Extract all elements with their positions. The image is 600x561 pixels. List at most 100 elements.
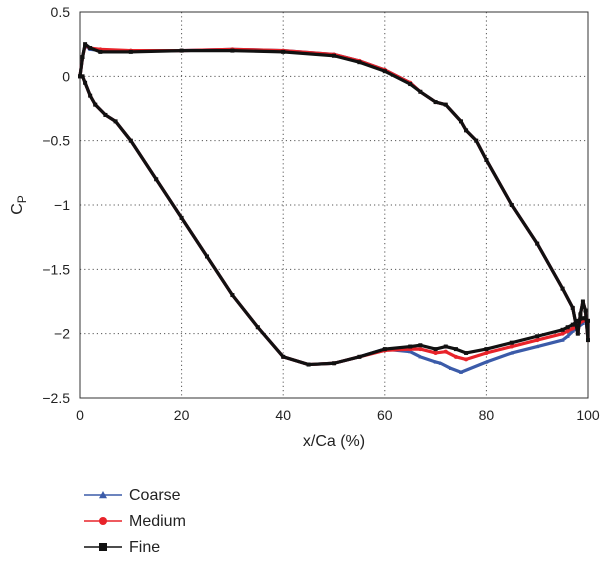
data-point bbox=[154, 177, 159, 182]
data-point bbox=[99, 543, 107, 551]
data-point bbox=[509, 350, 514, 355]
data-point bbox=[99, 517, 107, 525]
data-point bbox=[438, 361, 443, 365]
series-layer bbox=[78, 42, 590, 374]
data-point bbox=[580, 299, 585, 304]
data-point bbox=[459, 370, 463, 374]
legend-label: Coarse bbox=[129, 487, 181, 504]
data-point bbox=[408, 344, 413, 349]
data-point bbox=[570, 322, 575, 327]
data-point bbox=[560, 338, 565, 342]
data-point bbox=[535, 338, 540, 343]
data-point bbox=[464, 350, 469, 355]
series-line bbox=[78, 43, 590, 374]
data-point bbox=[443, 344, 448, 349]
y-axis-label-sub: P bbox=[15, 195, 29, 203]
data-point bbox=[570, 305, 575, 310]
data-point bbox=[98, 49, 103, 54]
legend-label: Medium bbox=[129, 513, 186, 530]
x-axis-label: x/Ca (%) bbox=[303, 433, 365, 450]
data-point bbox=[464, 357, 469, 362]
data-point bbox=[332, 361, 336, 366]
legend-label: Fine bbox=[129, 539, 160, 556]
series-fine bbox=[78, 42, 590, 367]
x-tick-label: 80 bbox=[479, 407, 495, 423]
data-point bbox=[586, 338, 590, 343]
data-point bbox=[484, 350, 489, 355]
data-point bbox=[484, 157, 489, 162]
data-point bbox=[575, 318, 580, 323]
data-point bbox=[535, 344, 540, 349]
tick-labels: 0 20 40 60 80 100 0.5 0 −0.5 −1 −1.5 −2 −2.5 bbox=[42, 4, 600, 423]
data-point bbox=[464, 128, 469, 133]
data-point bbox=[230, 48, 235, 53]
data-point bbox=[433, 347, 438, 352]
data-point bbox=[418, 354, 423, 359]
legend-item-coarse: Coarse bbox=[84, 487, 181, 504]
data-point bbox=[565, 329, 570, 334]
legend-item-medium: Medium bbox=[84, 513, 186, 530]
data-point bbox=[382, 347, 387, 352]
data-point bbox=[78, 74, 82, 79]
data-point bbox=[83, 42, 88, 47]
data-point bbox=[433, 350, 438, 355]
data-point bbox=[474, 138, 479, 143]
data-point bbox=[560, 286, 565, 291]
data-point bbox=[179, 48, 184, 53]
y-tick-label: −1.5 bbox=[42, 261, 70, 277]
y-axis-label-main: C bbox=[9, 203, 26, 215]
data-point bbox=[281, 354, 286, 359]
data-point bbox=[580, 316, 585, 321]
data-point bbox=[453, 354, 458, 359]
y-tick-label: −2 bbox=[54, 326, 70, 342]
data-point bbox=[535, 334, 540, 339]
data-point bbox=[88, 46, 93, 51]
data-point bbox=[255, 325, 260, 330]
data-point bbox=[560, 331, 565, 336]
data-point bbox=[583, 316, 588, 321]
data-point bbox=[80, 74, 85, 79]
data-point bbox=[535, 241, 540, 246]
data-point bbox=[113, 119, 118, 124]
data-point bbox=[484, 359, 489, 364]
data-point bbox=[418, 347, 423, 352]
x-tick-label: 40 bbox=[275, 407, 291, 423]
data-point bbox=[230, 293, 235, 298]
data-point bbox=[560, 327, 565, 332]
data-point bbox=[103, 112, 108, 117]
y-tick-label: −1 bbox=[54, 197, 70, 213]
data-point bbox=[570, 329, 575, 333]
data-point bbox=[583, 308, 588, 313]
data-point bbox=[88, 93, 93, 98]
data-point bbox=[433, 100, 438, 105]
data-point bbox=[382, 69, 387, 74]
data-point bbox=[484, 347, 489, 352]
data-point bbox=[443, 349, 448, 354]
x-tick-label: 100 bbox=[576, 407, 600, 423]
data-point bbox=[570, 326, 575, 331]
data-point bbox=[128, 138, 133, 143]
data-point bbox=[575, 331, 580, 336]
data-point bbox=[99, 491, 107, 499]
data-point bbox=[433, 359, 438, 364]
data-point bbox=[443, 102, 448, 107]
data-point bbox=[509, 203, 514, 207]
y-tick-label: −2.5 bbox=[42, 390, 70, 406]
legend: Coarse Medium Fine bbox=[84, 487, 186, 556]
data-point bbox=[357, 60, 362, 65]
data-point bbox=[578, 312, 583, 317]
data-point bbox=[586, 318, 590, 323]
data-point bbox=[565, 334, 570, 338]
x-tick-label: 20 bbox=[174, 407, 190, 423]
data-point bbox=[418, 343, 423, 348]
data-point bbox=[80, 55, 85, 60]
plot-area bbox=[79, 11, 589, 399]
data-point bbox=[128, 49, 133, 54]
data-point bbox=[509, 344, 514, 349]
data-point bbox=[408, 349, 413, 354]
data-point bbox=[408, 82, 413, 87]
data-point bbox=[332, 53, 336, 58]
y-tick-label: 0.5 bbox=[51, 4, 71, 20]
data-point bbox=[357, 354, 362, 359]
